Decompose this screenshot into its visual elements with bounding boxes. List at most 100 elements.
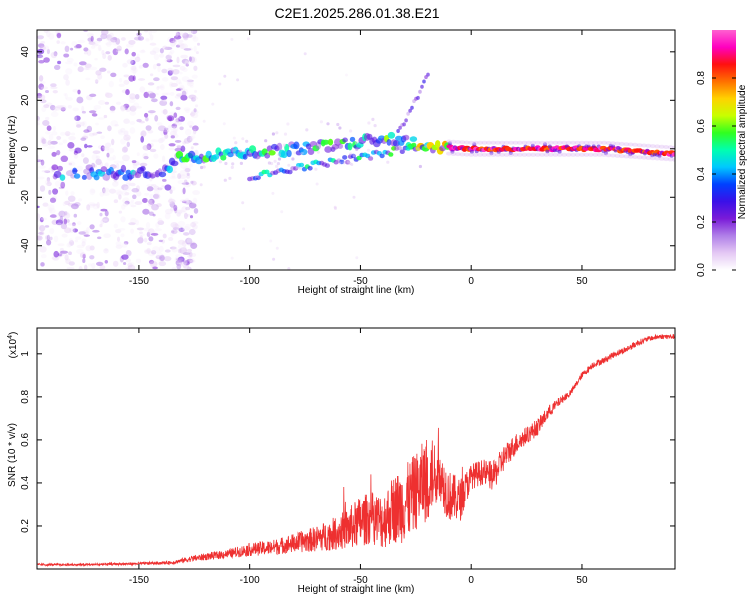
heatmap-cell: [45, 239, 52, 246]
heatmap-cell: [40, 254, 47, 259]
heatmap-cell: [62, 139, 68, 144]
heatmap-cell: [56, 40, 60, 44]
heatmap-cell: [48, 189, 52, 195]
heatmap-cell: [161, 109, 166, 114]
heatmap-cell: [410, 105, 414, 110]
heatmap-cell: [169, 101, 174, 107]
heatmap-cell: [60, 222, 68, 230]
heatmap-cell: [181, 182, 190, 185]
heatmap-cell: [38, 43, 45, 48]
heatmap-cell: [570, 140, 577, 145]
heatmap-cell: [649, 156, 656, 161]
heatmap-cell: [305, 128, 309, 132]
heatmap-cell: [65, 170, 74, 177]
heatmap-cell: [155, 222, 160, 229]
heatmap-cell: [398, 125, 402, 130]
heatmap-cell: [60, 106, 66, 112]
heatmap-cell: [86, 49, 92, 56]
heatmap-cell: [396, 145, 402, 151]
heatmap-cell: [123, 134, 131, 141]
heatmap-cell: [92, 150, 101, 155]
heatmap-cell: [275, 131, 279, 135]
heatmap-cell: [67, 195, 76, 202]
heatmap-cell: [314, 167, 318, 171]
heatmap-cell: [181, 200, 187, 204]
heatmap-cell: [124, 106, 128, 110]
heatmap-cell: [76, 248, 84, 255]
heatmap-cell: [100, 33, 108, 40]
heatmap-cell: [167, 125, 175, 131]
heatmap-cell: [230, 256, 234, 260]
heatmap-cell: [170, 128, 177, 133]
heatmap-cell: [193, 65, 198, 71]
heatmap-cell: [230, 165, 234, 169]
heatmap-cell: [192, 36, 199, 42]
heatmap-cell: [158, 255, 165, 261]
heatmap-cell: [40, 94, 46, 100]
heatmap-cell: [82, 120, 87, 128]
heatmap-cell: [192, 131, 196, 136]
heatmap-cell: [37, 205, 40, 209]
heatmap-cell: [183, 107, 191, 112]
heatmap-cell: [120, 160, 125, 166]
heatmap-cell: [179, 71, 183, 75]
heatmap-cell: [138, 65, 143, 69]
heatmap-cell: [95, 261, 104, 267]
heatmap-cell: [68, 251, 72, 256]
heatmap-cell: [543, 152, 550, 157]
heatmap-cell: [175, 259, 182, 266]
heatmap-cell: [494, 152, 501, 157]
heatmap-cell: [171, 230, 175, 234]
heatmap-cell: [89, 203, 98, 207]
heatmap-cell: [102, 216, 110, 223]
heatmap-cell: [241, 137, 245, 141]
heatmap-cell: [65, 190, 69, 196]
heatmap-cell: [37, 213, 41, 220]
heatmap-cell: [627, 142, 634, 147]
heatmap-cell: [108, 188, 117, 194]
heatmap-cell: [159, 48, 164, 54]
heatmap-cell: [346, 160, 350, 164]
heatmap-cell: [146, 231, 151, 238]
heatmap-cell: [188, 257, 195, 264]
heatmap-cell: [396, 129, 400, 133]
heatmap-cell: [39, 140, 43, 144]
heatmap-cell: [623, 142, 630, 147]
heatmap-cell: [41, 169, 50, 173]
heatmap-cell: [59, 174, 66, 181]
x-tick-label: 0: [468, 575, 474, 586]
heatmap-cell: [72, 88, 79, 93]
heatmap-cell: [170, 160, 179, 167]
heatmap-cell: [103, 248, 109, 254]
heatmap-cell: [80, 137, 87, 141]
heatmap-cell: [68, 162, 73, 166]
colorbar-tick-label: 0.6: [696, 119, 707, 133]
heatmap-cell: [269, 239, 273, 243]
heatmap-cell: [446, 139, 452, 144]
heatmap-cell: [663, 157, 670, 162]
heatmap-cell: [140, 130, 147, 137]
heatmap-cell: [99, 161, 104, 168]
heatmap-cell: [233, 152, 237, 157]
heatmap-cell: [47, 204, 55, 211]
heatmap-cell: [93, 174, 100, 181]
heatmap-cell: [102, 188, 106, 195]
heatmap-cell: [185, 237, 193, 245]
heatmap-cell: [185, 206, 191, 211]
heatmap-cell: [158, 239, 163, 243]
heatmap-cell: [102, 192, 110, 196]
colorbar-ticks: 0.0 0.2 0.4 0.6 0.8: [696, 71, 736, 277]
heatmap-cell: [163, 127, 169, 131]
heatmap-cell: [143, 237, 148, 243]
heatmap-cell: [149, 50, 157, 55]
heatmap-cell: [53, 170, 62, 179]
heatmap-cell: [287, 169, 293, 175]
heatmap-cell: [63, 93, 67, 96]
heatmap-cell: [103, 114, 108, 119]
heatmap-cell: [641, 155, 647, 160]
heatmap-cell: [105, 38, 114, 42]
heatmap-cell: [178, 262, 187, 267]
snr-x-label: Height of straight line (km): [298, 584, 415, 595]
heatmap-cell: [618, 154, 625, 159]
snr-series-line: [37, 333, 675, 568]
